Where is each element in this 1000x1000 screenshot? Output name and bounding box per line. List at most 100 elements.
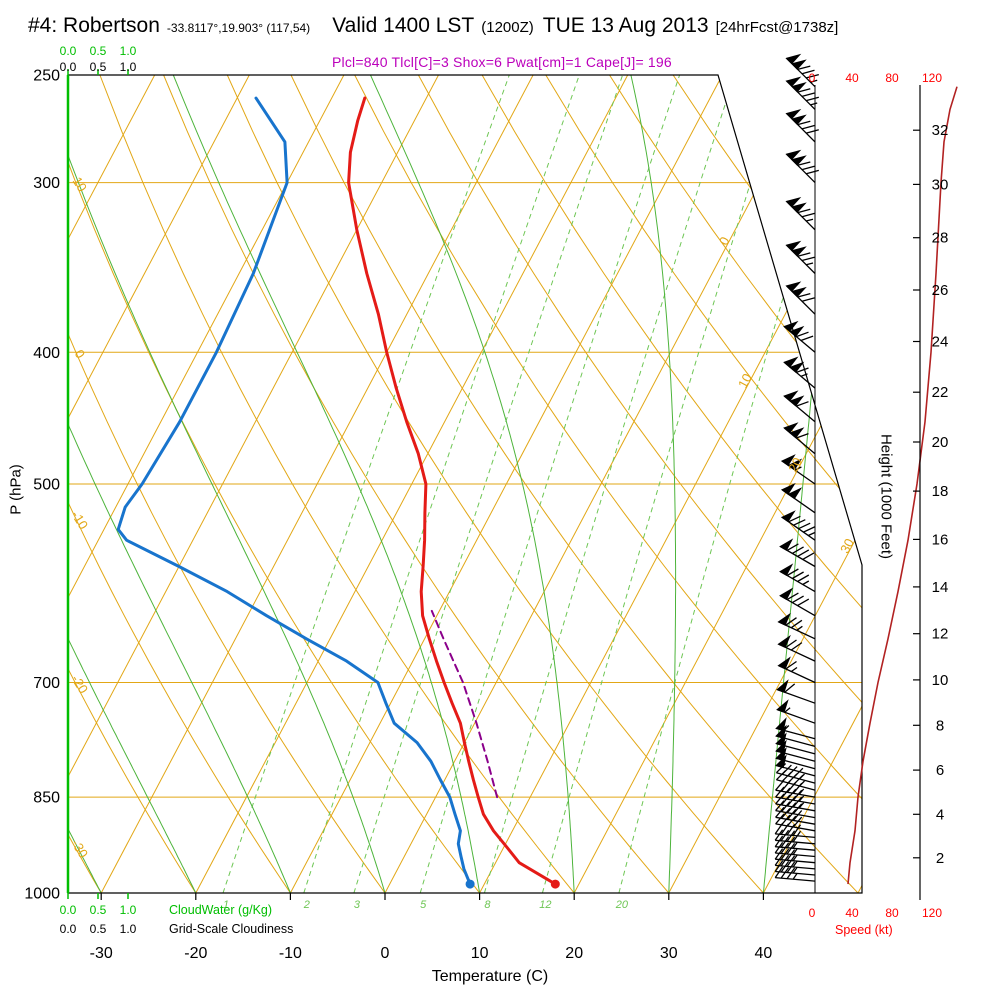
dry-adiabat-line [609,75,862,893]
cloudiness-axis-label: Grid-Scale Cloudiness [169,922,294,936]
dry-adiabat-line [163,75,670,893]
cloudwater-ticks-top: 0.0 0.5 1.0 [53,44,143,58]
pressure-tick-label: 850 [33,790,60,807]
mixing-ratio-line [419,75,681,893]
wind-barb-pennant [790,59,807,70]
wind-barb-feather [792,803,803,815]
dry-adiabat-label: -10 [68,508,91,532]
parcel-ascent-curve [430,609,499,799]
wind-barb-feather [798,795,805,802]
height-tick-label: 12 [932,626,949,643]
valid-zulu: (1200Z) [481,19,534,36]
wind-barb-feather [786,830,796,842]
background-grid [68,75,862,893]
speed-tick-label: 80 [885,906,899,920]
temperature-tick-label: 0 [381,945,390,962]
wind-barb-feather [790,642,803,651]
mixing-ratio-label: 3 [354,899,361,911]
isotherm-label: 10 [735,371,755,391]
wind-barb-pennant [783,390,799,402]
height-tick-label: 30 [932,176,949,193]
wind-barb-feather [774,835,784,848]
wind-barb-feather [781,794,791,806]
wind-barb-feather [784,707,791,713]
temperature-tick-label: -30 [90,945,113,962]
wind-barb-pennant [777,634,791,648]
wind-barb-feather [792,867,798,874]
height-tick-label: 10 [932,672,949,689]
height-tick-label: 32 [932,122,949,139]
height-tick-label: 16 [932,531,949,548]
dry-adiabat-line [68,75,291,893]
wind-barb-feather [788,515,801,523]
height-tick-label: 14 [932,579,949,596]
cloudwater-tick: 0.5 [89,44,107,58]
cloudwater-tick: 1.0 [119,903,137,917]
wind-barb-pennant [780,454,796,467]
wind-barb-pennant [789,395,805,407]
wind-barb-feather [806,262,814,266]
wind-barb-pennant [785,53,802,65]
dry-adiabat-line [68,75,386,893]
wind-barb-pennant [790,202,807,213]
wind-barb-pennant [785,149,802,161]
wind-barb-pennant [785,76,802,87]
temperature-tick-label: 30 [660,945,678,962]
wind-barb-feather [781,801,791,813]
speed-tick-label: 0 [809,71,816,85]
wind-barb-feather [797,292,811,298]
dry-adiabat-line [417,75,862,893]
isotherm-line [762,75,862,893]
cloudiness-ticks-bottom: 0.0 0.5 1.0 Grid-Scale Cloudiness [53,922,294,936]
wind-barb-pennant [779,587,794,601]
wind-barb-feather [792,810,803,821]
temperature-axis-title: Temperature (C) [431,968,549,985]
dry-adiabat-line [545,75,862,893]
wind-barb-feather [781,787,791,799]
wind-barb-feather [775,793,785,805]
wind-barb-feather [800,335,814,342]
wind-barb-feather [792,796,803,808]
height-tick-label: 18 [932,483,949,500]
wind-barb-pennant [787,458,803,471]
wind-barb-feather [797,574,810,583]
wind-barb-feather [786,795,797,807]
moist-adiabat-line [172,75,481,893]
dry-adiabat-line [354,75,862,893]
chart-title: #4: Robertson -33.8117°,19.903° (117,54)… [28,14,838,38]
wind-barb-feather [806,169,819,175]
sounding-params-line: Plcl=840 Tlcl[C]=3 Shox=6 Pwat[cm]=1 Cap… [332,54,672,70]
wind-barb-pennant [783,422,799,434]
wind-barb-pennant [780,482,796,495]
wind-barb-pennant [790,155,807,166]
wind-barb-feather [791,571,804,580]
wind-barb-feather [775,806,785,818]
station-coords: -33.8117°,19.903° (117,54) [166,21,311,35]
wind-barb-feather [781,764,792,775]
pressure-axis-title: P (hPa) [7,464,25,515]
wind-barb-feather [792,848,798,855]
isotherm-line [289,75,723,893]
wind-barb-feather [797,598,810,607]
wind-barb-feather [793,519,806,526]
wind-barb-feather [792,842,798,849]
pressure-tick-label: 300 [33,175,60,192]
wind-barb-pennant [785,108,802,120]
wind-barb-pennant [777,612,791,626]
wind-barb-feather [797,65,811,71]
wind-barb-feather [796,367,809,374]
station-name: #4: Robertson [28,14,160,37]
wind-barb-feather [792,824,802,836]
dry-adiabat-label: 10 [70,174,90,194]
mixing-ratio-line [541,75,785,893]
speed-tick-label: 40 [845,71,859,85]
wind-barb-feather [786,815,797,827]
valid-date: TUE 13 Aug 2013 [542,14,709,37]
isotherm-label: 20 [785,455,805,475]
wind-barb-feather [785,617,797,626]
temperature-tick-label: 40 [755,945,773,962]
cloudiness-tick: 0.0 [59,922,77,936]
wind-barb-feather [801,212,815,218]
wind-barb-feather [786,802,797,814]
wind-barb-feather [780,836,790,848]
